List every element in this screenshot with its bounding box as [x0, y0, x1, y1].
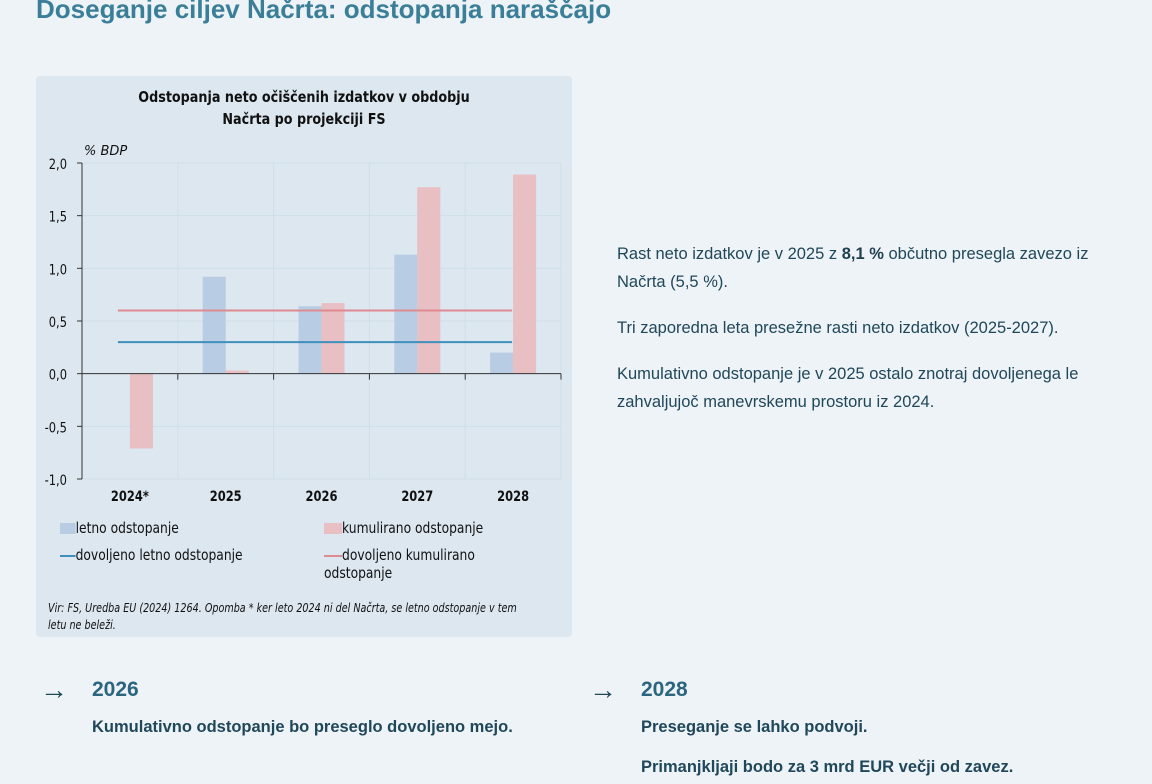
- arrow-right-icon: →: [589, 674, 617, 705]
- legend-label: kumulirano odstopanje: [342, 519, 484, 537]
- text: občutno presegla zavezo iz Načrta (5,5 %…: [617, 245, 1089, 291]
- chart-title-line: Odstopanja neto očiščenih izdatkov v obd…: [138, 88, 470, 106]
- callout-year: 2026: [92, 678, 139, 701]
- chart-title-line: Načrta po projekciji FS: [222, 110, 386, 128]
- bar-cumulative: [225, 370, 249, 374]
- page-title: Doseganje ciljev Načrta: odstopanja nara…: [36, 0, 612, 24]
- callout-year: 2028: [641, 678, 688, 701]
- y-tick-label: 2,0: [49, 157, 67, 173]
- chart-source-note: Vir: FS, Uredba EU (2024) 1264. Opomba *…: [48, 601, 517, 632]
- bar-cumulative: [129, 373, 153, 449]
- arrow-right-icon: →: [40, 674, 68, 705]
- legend-annual: letno odstopanje: [60, 519, 179, 537]
- y-tick-label: 0,5: [49, 315, 67, 331]
- callout-text: Kumulativno odstopanje bo preseglo dovol…: [92, 718, 513, 736]
- text: Rast neto izdatkov je v 2025 z: [617, 245, 842, 263]
- legend-swatch: [324, 554, 343, 557]
- legend-allowed-cumulative: dovoljeno kumulirano odstopanje: [324, 546, 527, 582]
- legend-label: letno odstopanje: [75, 519, 179, 537]
- bar-annual: [394, 254, 418, 374]
- y-tick-label: 0,0: [49, 368, 67, 384]
- y-axis-label: % BDP: [84, 144, 127, 159]
- legend-swatch: [60, 554, 76, 557]
- x-tick-label: 2028: [497, 489, 529, 505]
- y-tick-label: -0,5: [45, 420, 67, 436]
- paragraph: Rast neto izdatkov je v 2025 z 8,1 % obč…: [617, 240, 1097, 296]
- legend-swatch: [324, 523, 343, 534]
- bar-cumulative: [321, 303, 345, 374]
- paragraph: Tri zaporedna leta presežne rasti neto i…: [617, 319, 1059, 337]
- paragraph: Kumulativno odstopanje je v 2025 ostalo …: [617, 365, 1079, 411]
- legend-cumulative: kumulirano odstopanje: [324, 519, 483, 537]
- legend-swatch: [60, 523, 76, 534]
- chart-title: Odstopanja neto očiščenih izdatkov v obd…: [76, 86, 532, 130]
- legend-label: dovoljeno letno odstopanje: [75, 546, 243, 564]
- legend-allowed-annual: dovoljeno letno odstopanje: [60, 546, 243, 564]
- bar-cumulative: [513, 174, 537, 374]
- summary-text: Rast neto izdatkov je v 2025 z 8,1 % obč…: [617, 240, 1097, 434]
- chart-svg: 2,0 1,5 1,0 0,5 0,0 -0,5 -1,0 % BDP 2024* 2025 202…: [45, 144, 562, 505]
- bar-cumulative: [417, 187, 441, 374]
- bar-annual: [298, 306, 322, 374]
- bar-annual: [202, 276, 226, 374]
- chart-panel: Odstopanja neto očiščenih izdatkov v obd…: [36, 76, 572, 637]
- x-tick-label: 2027: [401, 489, 433, 505]
- x-tick-label: 2026: [306, 489, 338, 505]
- highlight-value: 8,1 %: [841, 245, 884, 263]
- legend-label: dovoljeno kumulirano odstopanje: [324, 546, 475, 582]
- x-tick-label: 2025: [210, 489, 242, 505]
- y-tick-label: 1,0: [49, 262, 67, 278]
- callout-text: Preseganje se lahko podvoji.: [641, 718, 868, 736]
- x-tick-label: 2024*: [111, 489, 149, 505]
- callout-text: Primanjkljaji bodo za 3 mrd EUR večji od…: [641, 758, 1014, 776]
- bar-annual: [490, 352, 514, 374]
- y-tick-label: 1,5: [49, 210, 67, 226]
- y-tick-label: -1,0: [45, 473, 67, 489]
